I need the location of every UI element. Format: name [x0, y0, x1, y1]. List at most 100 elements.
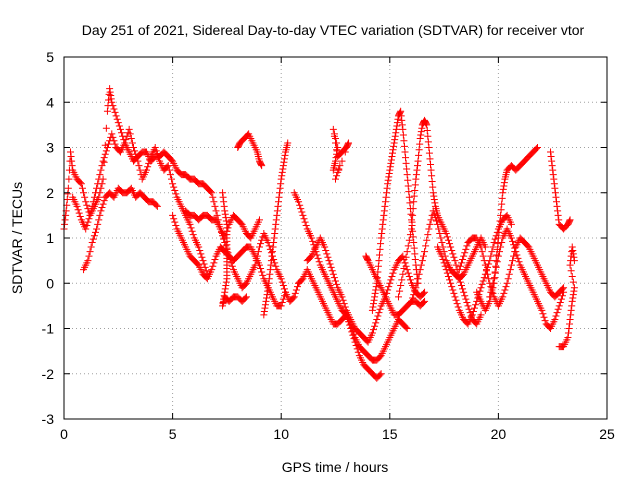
data-point [570, 284, 578, 292]
data-point [512, 248, 520, 256]
data-point [196, 246, 204, 254]
data-point [507, 261, 515, 269]
data-point [332, 157, 339, 165]
data-point [290, 293, 298, 301]
data-point [88, 239, 96, 247]
data-point [485, 260, 493, 268]
data-point [419, 289, 427, 297]
data-point [468, 311, 476, 319]
data-point [291, 289, 299, 297]
data-point [532, 145, 540, 153]
data-point [263, 294, 271, 302]
data-point [379, 216, 387, 224]
data-point [456, 262, 464, 270]
data-point [390, 142, 398, 150]
data-point [380, 207, 388, 215]
data-point [509, 237, 517, 245]
data-point [228, 262, 236, 270]
data-point [96, 211, 104, 219]
data-point [480, 257, 488, 265]
data-point [425, 225, 433, 233]
data-point [490, 275, 498, 283]
data-point [198, 253, 206, 261]
data-point [494, 252, 502, 260]
data-point [565, 325, 573, 332]
data-point [481, 261, 489, 269]
data-point [427, 166, 435, 174]
data-point [547, 148, 555, 156]
data-point [329, 270, 337, 278]
data-point [447, 243, 455, 251]
data-point [410, 239, 418, 247]
data-point [442, 229, 450, 237]
x-tick-label: 10 [273, 426, 289, 442]
series-trace-t [486, 225, 568, 332]
data-point [554, 305, 562, 313]
data-point [222, 282, 230, 290]
data-point [427, 216, 435, 224]
data-point [491, 235, 499, 243]
series-trace-s [473, 144, 541, 314]
data-point [96, 171, 104, 179]
data-point [393, 119, 401, 127]
data-point [100, 197, 108, 205]
data-point [100, 158, 108, 166]
data-point [547, 153, 555, 161]
data-point [386, 163, 394, 171]
data-point [564, 329, 572, 337]
data-point [372, 319, 380, 327]
data-point [436, 229, 444, 237]
data-point [380, 211, 388, 219]
data-point [96, 189, 104, 197]
data-point [270, 234, 278, 242]
data-point [427, 160, 435, 168]
data-point [379, 220, 387, 228]
data-point [279, 282, 287, 290]
data-point [490, 239, 498, 247]
data-point [402, 159, 410, 167]
data-point [550, 180, 558, 188]
data-point [377, 240, 385, 248]
data-point [385, 283, 393, 291]
data-point [448, 283, 456, 291]
data-point [171, 218, 179, 226]
data-point [444, 272, 452, 280]
data-point [478, 280, 486, 288]
data-point [457, 282, 465, 290]
data-point [398, 121, 406, 129]
data-point [477, 311, 485, 319]
data-point [371, 289, 379, 297]
data-point [364, 255, 372, 263]
data-point [495, 223, 503, 231]
data-point [429, 207, 437, 215]
data-point [492, 257, 500, 265]
data-point [510, 252, 518, 260]
data-point [424, 138, 432, 146]
data-point [153, 202, 161, 210]
data-point [197, 250, 205, 258]
data-point [99, 175, 107, 183]
data-point [114, 119, 122, 127]
data-point [255, 243, 263, 251]
data-point [569, 250, 577, 258]
data-point [556, 298, 564, 306]
data-point [432, 217, 440, 225]
data-point [261, 301, 269, 309]
data-point [569, 246, 577, 254]
data-point [415, 151, 423, 159]
data-point [111, 108, 119, 116]
data-point [421, 297, 429, 305]
data-point [336, 162, 344, 170]
data-point [89, 235, 97, 243]
data-point [374, 262, 382, 270]
data-point [403, 165, 411, 173]
data-point [257, 240, 265, 248]
data-point [484, 270, 492, 278]
data-point [354, 348, 362, 356]
data-point [95, 193, 103, 201]
series-trace-b [69, 85, 303, 305]
data-point [431, 214, 439, 222]
data-point [387, 276, 395, 284]
data-point [437, 234, 445, 242]
